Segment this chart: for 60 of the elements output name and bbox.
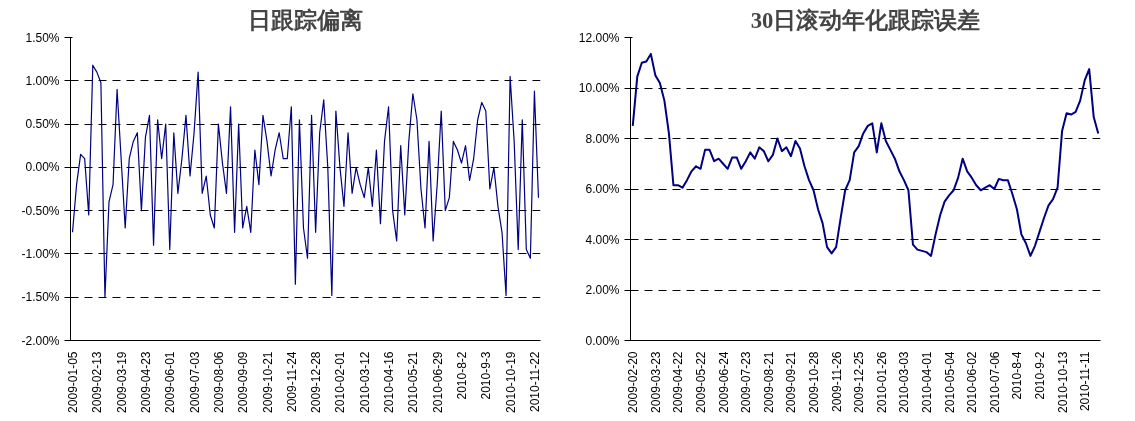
x-tick-label: 2010-03-12 [357,351,372,413]
y-tick-label: 0.00% [25,160,60,175]
x-tick-label: 2010-06-02 [965,351,980,413]
x-tick-label: 2009-11-24 [284,351,299,412]
x-tick-label: 2009-05-22 [694,351,709,413]
x-tick-label: 2010-8-2 [454,351,469,400]
x-tick-label: 2009-10-21 [260,351,275,413]
y-tick-label: -0.50% [21,203,60,218]
x-tick-label: 2010-01-26 [874,351,889,413]
x-tick-label: 2010-04-16 [382,351,397,413]
x-tick-label: 2009-03-19 [114,351,129,413]
x-tick-label: 2010-03-03 [897,351,912,413]
x-tick-label: 2010-05-04 [942,351,957,413]
x-tick-label: 2009-09-21 [784,351,799,413]
line-series [71,64,540,298]
y-tick-label: 8.00% [585,131,620,146]
x-tick-label: 2009-06-01 [163,351,178,413]
x-tick-label: 2009-02-20 [626,351,641,413]
x-tick-label: 2009-08-06 [211,351,226,413]
x-tick-label: 2010-06-29 [430,351,445,413]
y-tick-label: 6.00% [585,182,620,196]
x-tick-label: 2010-8-4 [1010,351,1025,400]
x-tick-label: 2009-04-22 [671,351,686,413]
x-tick-label: 2010-05-21 [406,351,421,413]
y-tick-label: -2.00% [21,333,60,348]
y-tick-label: 12.00% [578,30,620,45]
x-tick-label: 2009-10-28 [807,351,822,413]
x-tick-label: 2009-11-26 [829,351,844,412]
y-tick-label: 1.00% [25,73,60,88]
y-tick-label: 4.00% [585,232,620,247]
x-tick-label: 2009-08-21 [761,351,776,413]
line-series [631,52,1100,257]
y-tick-label: 0.50% [25,117,60,132]
x-tick-label: 2010-10-19 [503,351,518,413]
x-tick-label: 2010-11-22 [527,351,542,412]
x-tick-label: 2010-11-11 [1078,351,1093,412]
x-tick-label: 2009-12-28 [309,351,324,413]
x-tick-label: 2009-09-09 [236,351,251,413]
x-tick-label: 2009-04-23 [138,351,153,413]
chart-title: 日跟踪偏离 [248,6,363,33]
x-tick-label: 2009-03-23 [648,351,663,413]
x-tick-label: 2009-06-24 [716,351,731,413]
x-tick-label: 2010-10-13 [1055,351,1070,413]
x-tick-label: 2009-02-13 [90,351,105,413]
x-tick-label: 2009-07-03 [187,351,202,413]
y-tick-label: 2.00% [585,283,620,297]
x-tick-label: 2009-01-05 [66,351,81,413]
x-tick-label: 2010-07-06 [987,351,1002,413]
x-tick-label: 2010-9-2 [1032,351,1047,400]
x-tick-label: 2009-07-23 [739,351,754,413]
x-tick-label: 2010-04-01 [920,351,935,413]
y-tick-label: -1.50% [21,290,60,305]
chart-title: 30日滚动年化跟踪误差 [750,7,981,33]
x-tick-label: 2010-02-01 [333,351,348,413]
x-tick-label: 2010-9-3 [479,351,494,400]
y-tick-label: 0.00% [585,333,620,348]
y-tick-label: -1.00% [21,246,60,261]
x-tick-label: 2009-12-25 [852,351,867,413]
y-tick-label: 1.50% [25,30,60,45]
y-tick-label: 10.00% [578,81,620,95]
